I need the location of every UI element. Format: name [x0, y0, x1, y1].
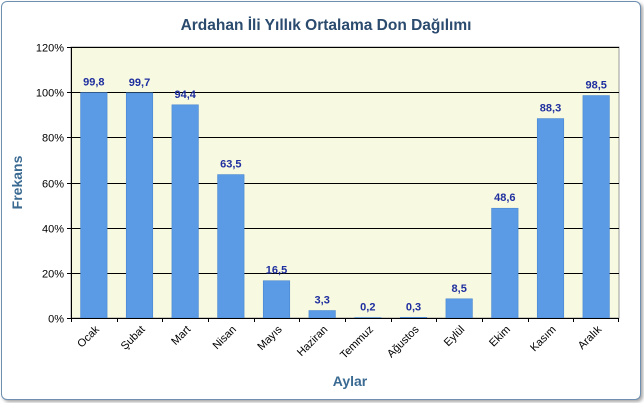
data-label: 8,5	[452, 283, 467, 295]
x-tick-label: Aralık	[576, 323, 605, 352]
data-label: 0,3	[406, 301, 421, 313]
bar-3	[217, 174, 245, 319]
bar-4	[262, 280, 291, 319]
y-tick-label: 20%	[42, 269, 64, 281]
plot-area: 0% 20% 40% 60% 80% 100% 120% 99,8 Ocak 99,7 Şubat 9…	[36, 43, 620, 362]
data-label: 63,5	[220, 159, 241, 171]
x-tick-label: Şubat	[119, 324, 148, 353]
y-axis-title: Frekans	[9, 155, 25, 209]
x-tick-label: Ağustos	[385, 323, 422, 360]
bar-7	[399, 317, 428, 319]
y-tick-label: 80%	[42, 133, 64, 145]
data-label: 99,8	[83, 77, 104, 89]
bar-0	[80, 92, 108, 319]
data-label: 88,3	[540, 103, 561, 115]
x-tick-label: Mart	[169, 324, 193, 348]
bar-9	[491, 207, 519, 319]
y-tick-label: 120%	[36, 43, 64, 55]
bar-5	[308, 310, 336, 319]
y-tick-label: 100%	[36, 88, 64, 100]
x-tick-label: Mayıs	[255, 323, 285, 353]
x-axis-title: Aylar	[333, 373, 368, 389]
bar-8	[445, 298, 473, 319]
bar-1	[125, 92, 154, 319]
bar-2	[171, 104, 199, 319]
x-tick-label: Nisan	[211, 324, 239, 352]
y-tick-label: 60%	[42, 179, 64, 191]
y-tick-label: 40%	[42, 224, 64, 236]
data-label: 16,5	[266, 265, 287, 277]
data-label: 98,5	[585, 80, 606, 92]
data-label: 3,3	[315, 295, 330, 307]
x-tick-label: Kasım	[528, 324, 559, 355]
data-label: 94,4	[174, 89, 196, 101]
y-tick-label: 0%	[48, 314, 64, 326]
data-label: 99,7	[129, 77, 150, 89]
bar-chart: Ardahan İli Yıllık Ortalama Don Dağılımı…	[9, 17, 620, 389]
bar-11	[582, 95, 610, 319]
data-label: 0,2	[360, 302, 375, 314]
x-tick-label: Eylül	[442, 324, 467, 349]
x-tick-label: Haziran	[295, 324, 330, 359]
x-tick-label: Ocak	[75, 323, 102, 350]
x-tick-label: Ekim	[487, 324, 513, 350]
data-label: 48,6	[494, 192, 515, 204]
x-tick-label: Temmuz	[338, 324, 376, 362]
chart-title: Ardahan İli Yıllık Ortalama Don Dağılımı	[181, 17, 472, 34]
bar-10	[536, 118, 565, 319]
plot-background	[70, 46, 620, 319]
